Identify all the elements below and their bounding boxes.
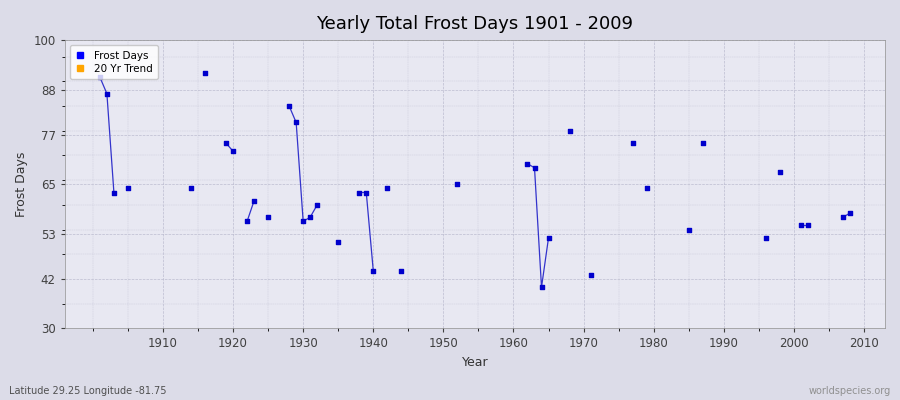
Point bbox=[359, 189, 374, 196]
Point bbox=[93, 74, 107, 80]
Point bbox=[107, 189, 122, 196]
Point bbox=[836, 214, 850, 220]
Point bbox=[527, 164, 542, 171]
Point bbox=[640, 185, 654, 192]
Point bbox=[450, 181, 464, 188]
Point bbox=[219, 140, 233, 146]
Legend: Frost Days, 20 Yr Trend: Frost Days, 20 Yr Trend bbox=[70, 45, 158, 79]
Point bbox=[331, 239, 346, 245]
Point bbox=[394, 268, 409, 274]
Point bbox=[520, 160, 535, 167]
Point bbox=[801, 222, 815, 229]
Point bbox=[380, 185, 394, 192]
Point bbox=[282, 103, 296, 109]
Point bbox=[289, 119, 303, 126]
Point bbox=[226, 148, 240, 154]
Point bbox=[562, 128, 577, 134]
Point bbox=[794, 222, 808, 229]
Point bbox=[541, 235, 555, 241]
Point bbox=[583, 272, 598, 278]
X-axis label: Year: Year bbox=[462, 356, 488, 369]
Point bbox=[352, 189, 366, 196]
Point bbox=[198, 70, 212, 76]
Point bbox=[626, 140, 640, 146]
Point bbox=[366, 268, 381, 274]
Point bbox=[100, 90, 114, 97]
Point bbox=[535, 284, 549, 290]
Point bbox=[247, 198, 261, 204]
Point bbox=[773, 169, 788, 175]
Point bbox=[121, 185, 135, 192]
Point bbox=[681, 226, 696, 233]
Point bbox=[310, 202, 324, 208]
Point bbox=[303, 214, 318, 220]
Point bbox=[842, 210, 857, 216]
Point bbox=[240, 218, 255, 224]
Text: Latitude 29.25 Longitude -81.75: Latitude 29.25 Longitude -81.75 bbox=[9, 386, 166, 396]
Point bbox=[696, 140, 710, 146]
Title: Yearly Total Frost Days 1901 - 2009: Yearly Total Frost Days 1901 - 2009 bbox=[317, 15, 634, 33]
Point bbox=[296, 218, 310, 224]
Point bbox=[261, 214, 275, 220]
Y-axis label: Frost Days: Frost Days bbox=[15, 152, 28, 217]
Text: worldspecies.org: worldspecies.org bbox=[809, 386, 891, 396]
Point bbox=[759, 235, 773, 241]
Point bbox=[184, 185, 198, 192]
